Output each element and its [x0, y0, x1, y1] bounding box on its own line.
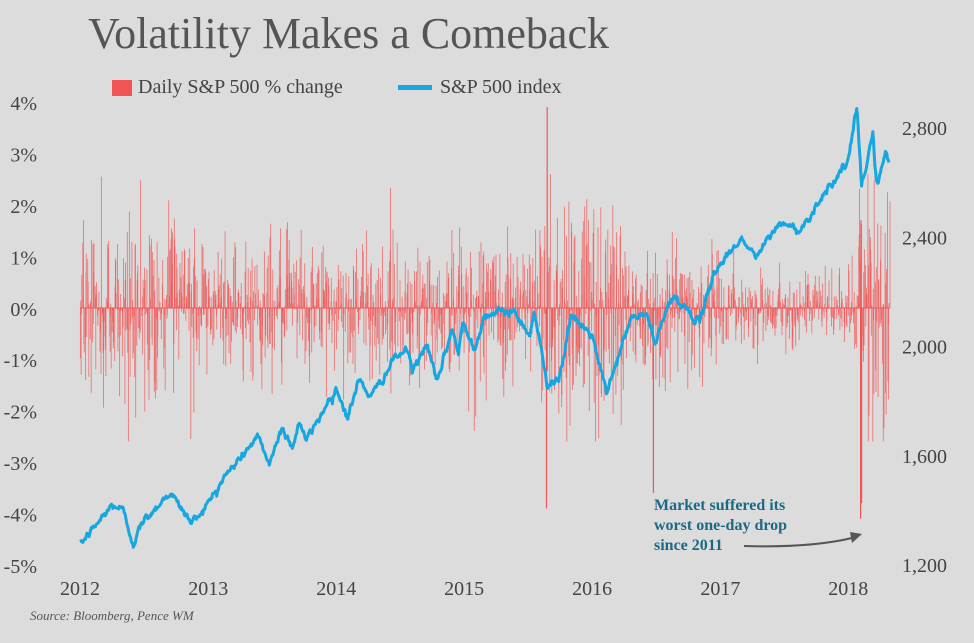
left-tick-label: -3%: [4, 453, 37, 475]
x-tick-label: 2017: [700, 578, 740, 600]
left-tick-label: 0%: [10, 299, 37, 321]
right-tick-label: 2,400: [902, 227, 947, 249]
daily-change-bars: [79, 107, 891, 519]
source-note: Source: Bloomberg, Pence WM: [30, 608, 194, 623]
annotation-line-1: Market suffered its: [654, 497, 785, 514]
legend-bar-swatch: [112, 79, 132, 96]
legend-label-index: S&P 500 index: [440, 76, 562, 98]
legend-item-daily-change: Daily S&P 500 % change: [112, 76, 343, 99]
x-tick-label: 2013: [188, 578, 228, 600]
right-tick-label: 1,200: [902, 555, 947, 577]
x-tick-label: 2015: [444, 578, 484, 600]
left-tick-label: -1%: [4, 350, 37, 372]
right-tick-label: 2,000: [902, 337, 947, 359]
annotation-line-2: worst one-day drop: [654, 517, 787, 534]
chart-title: Volatility Makes a Comeback: [88, 9, 609, 58]
left-axis-ticks: 4% 3% 2% 1% 0% -1% -2% -3% -4% -5%: [4, 93, 37, 578]
left-tick-label: -4%: [4, 505, 37, 527]
legend-item-index: S&P 500 index: [398, 76, 562, 99]
right-tick-label: 1,600: [902, 446, 947, 468]
left-tick-label: 3%: [10, 144, 37, 166]
left-tick-label: 4%: [10, 93, 37, 115]
left-tick-label: -5%: [4, 556, 37, 578]
annotation-arrowhead: [850, 532, 862, 543]
left-tick-label: 2%: [10, 196, 37, 218]
x-tick-label: 2016: [572, 578, 612, 600]
legend-label-daily-change: Daily S&P 500 % change: [138, 76, 343, 98]
annotation-line-3: since 2011: [654, 537, 723, 554]
left-tick-label: -2%: [4, 402, 37, 424]
legend-line-swatch: [398, 85, 432, 90]
x-tick-label: 2012: [60, 578, 100, 600]
x-tick-label: 2018: [828, 578, 868, 600]
right-tick-label: 2,800: [902, 118, 947, 140]
sp500-index-line: [79, 107, 891, 549]
annotation: Market suffered its worst one-day drop s…: [654, 497, 862, 554]
x-axis-ticks: 2012 2013 2014 2015 2016 2017 2018: [60, 578, 868, 600]
annotation-arrow: [743, 537, 853, 548]
left-tick-label: 1%: [10, 247, 37, 269]
x-tick-label: 2014: [316, 578, 356, 600]
right-axis-ticks: 2,800 2,400 2,000 1,600 1,200: [902, 118, 947, 577]
